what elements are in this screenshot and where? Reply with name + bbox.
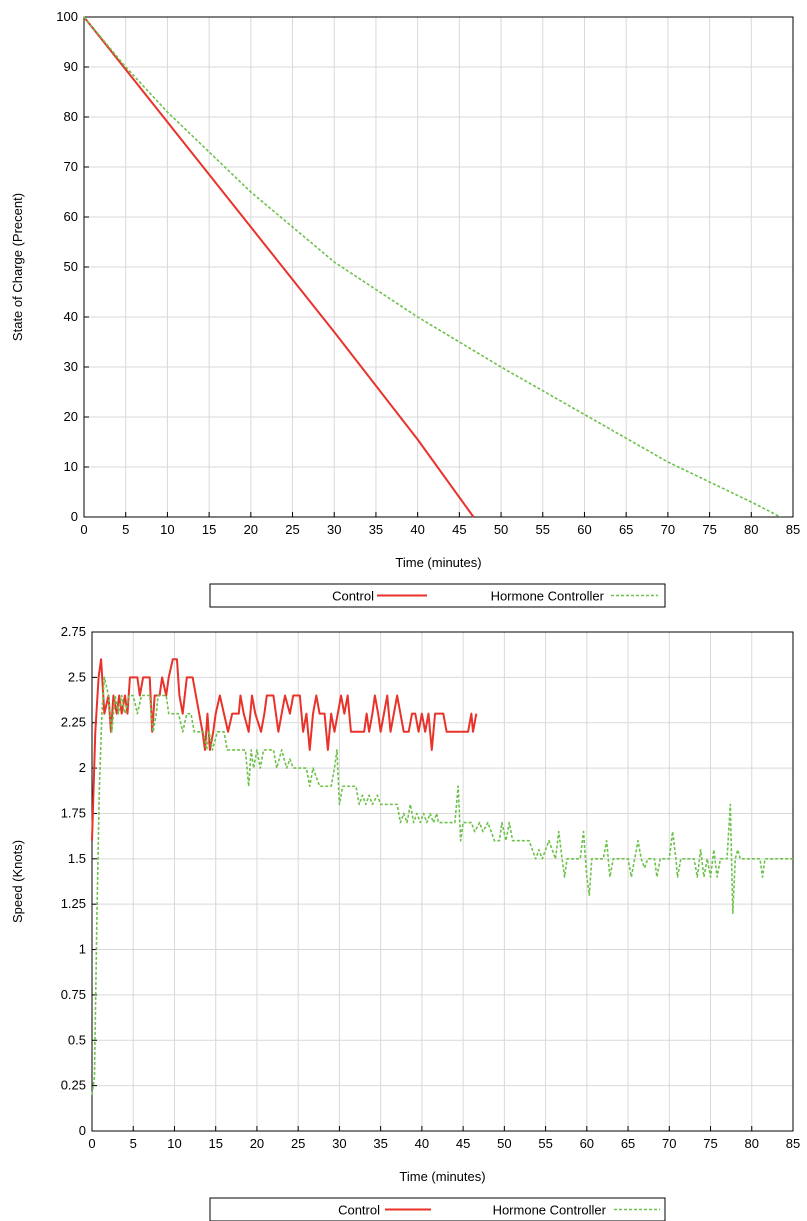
y-tick-label: 60 [64, 209, 78, 224]
series-line-control [83, 16, 475, 518]
legend: Control Hormone Controller [209, 583, 666, 608]
x-tick-label: 20 [244, 522, 258, 537]
x-tick-label: 85 [786, 1136, 800, 1151]
y-tick-label: 0 [79, 1123, 86, 1138]
x-tick-label: 5 [130, 1136, 137, 1151]
legend-label-control: Control [338, 1203, 380, 1218]
legend-box [209, 583, 666, 608]
plot-frame [91, 631, 794, 1132]
y-axis-label: Speed (Knots) [10, 840, 25, 923]
x-tick-label: 50 [494, 522, 508, 537]
y-tick-label: 2 [79, 760, 86, 775]
x-tick-label: 80 [744, 522, 758, 537]
x-tick-label: 60 [580, 1136, 594, 1151]
y-tick-label: 40 [64, 309, 78, 324]
x-tick-label: 45 [452, 522, 466, 537]
x-tick-label: 70 [661, 522, 675, 537]
y-tick-label: 90 [64, 59, 78, 74]
x-tick-label: 70 [662, 1136, 676, 1151]
y-tick-label: 70 [64, 159, 78, 174]
y-tick-label: 1 [79, 942, 86, 957]
x-axis-label: Time (minutes) [399, 1169, 485, 1184]
x-tick-label: 40 [415, 1136, 429, 1151]
legend-label-hormone-controller: Hormone Controller [493, 1203, 607, 1218]
legend-label-control: Control [332, 589, 374, 604]
x-tick-label: 25 [291, 1136, 305, 1151]
y-tick-label: 1.5 [68, 851, 86, 866]
y-tick-label: 1.25 [61, 896, 86, 911]
legend-box [209, 1197, 666, 1221]
x-tick-label: 5 [122, 522, 129, 537]
x-tick-label: 85 [786, 522, 800, 537]
x-tick-label: 25 [285, 522, 299, 537]
y-tick-label: 1.75 [61, 805, 86, 820]
x-axis-label: Time (minutes) [395, 555, 481, 570]
y-tick-label: 10 [64, 459, 78, 474]
x-tick-label: 65 [619, 522, 633, 537]
series-line-control [91, 658, 478, 841]
x-tick-label: 80 [745, 1136, 759, 1151]
x-tick-label: 15 [208, 1136, 222, 1151]
grid [83, 16, 794, 518]
y-axis-label: State of Charge (Precent) [10, 193, 25, 341]
y-tick-label: 20 [64, 409, 78, 424]
x-tick-label: 20 [250, 1136, 264, 1151]
x-tick-label: 55 [536, 522, 550, 537]
y-tick-label: 2.5 [68, 669, 86, 684]
legend-label-hormone-controller: Hormone Controller [491, 589, 605, 604]
y-tick-label: 0.5 [68, 1032, 86, 1047]
x-tick-label: 0 [80, 522, 87, 537]
x-tick-label: 35 [373, 1136, 387, 1151]
y-tick-label: 50 [64, 259, 78, 274]
chart-1: 0 5 10 15 20 25 30 35 40 45 50 55 60 65 70 75 80 85 0 10 20 3… [10, 9, 800, 608]
legend: Control Hormone Controller [209, 1197, 666, 1221]
x-tick-label: 30 [332, 1136, 346, 1151]
x-tick-label: 15 [202, 522, 216, 537]
x-tick-label: 35 [369, 522, 383, 537]
x-tick-label: 30 [327, 522, 341, 537]
x-tick-label: 45 [456, 1136, 470, 1151]
y-tick-label: 80 [64, 109, 78, 124]
y-tick-label: 2.75 [61, 624, 86, 639]
chart-2: 0 5 10 15 20 25 30 35 40 45 50 55 60 65 70 75 80 85 0 0.25 0… [10, 624, 800, 1221]
x-tick-label: 75 [703, 1136, 717, 1151]
x-tick-label: 10 [167, 1136, 181, 1151]
y-tick-label: 0 [71, 509, 78, 524]
y-tick-label: 30 [64, 359, 78, 374]
x-tick-label: 50 [497, 1136, 511, 1151]
y-tick-label: 0.25 [61, 1078, 86, 1093]
x-tick-label: 60 [577, 522, 591, 537]
series-line-hormone-controller [91, 676, 793, 1095]
y-tick-label: 2.25 [61, 715, 86, 730]
x-tick-label: 65 [621, 1136, 635, 1151]
y-tick-label: 100 [56, 9, 78, 24]
x-tick-label: 0 [88, 1136, 95, 1151]
x-tick-label: 55 [538, 1136, 552, 1151]
x-tick-label: 10 [160, 522, 174, 537]
y-tick-label: 0.75 [61, 987, 86, 1002]
x-tick-label: 75 [702, 522, 716, 537]
series-line-hormone-controller [83, 16, 781, 518]
x-tick-label: 40 [410, 522, 424, 537]
